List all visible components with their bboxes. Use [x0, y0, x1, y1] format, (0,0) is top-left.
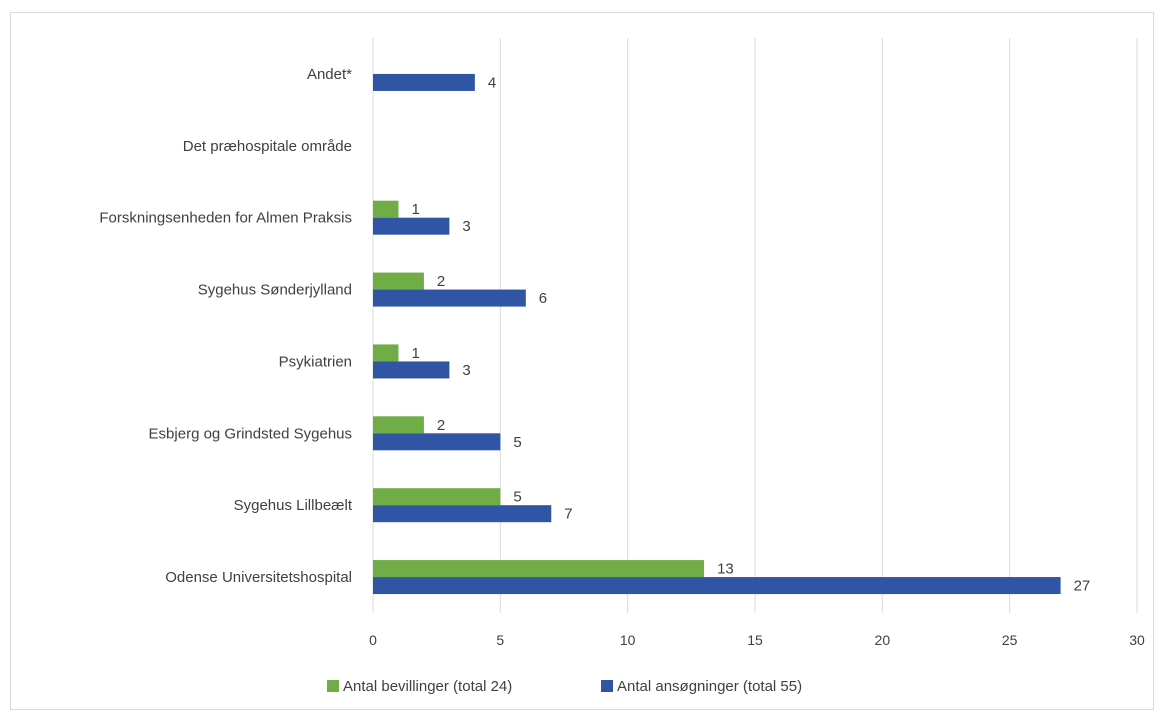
data-label-antal-bevillinger-total-24-odense-universitetshospital: 13	[717, 561, 734, 578]
x-tick-label-25: 25	[1002, 632, 1018, 648]
bar-antal-ans-gninger-total-55-psykiatrien	[373, 361, 450, 379]
bar-antal-bevillinger-total-24-sygehus-lillbe-lt	[373, 488, 501, 506]
category-label-sygehus-s-nderjylland: Sygehus Sønderjylland	[198, 282, 352, 299]
data-label-antal-ans-gninger-total-55-psykiatrien: 3	[462, 362, 470, 379]
bar-antal-ans-gninger-total-55-sygehus-s-nderjylland	[373, 289, 526, 307]
legend-swatch-antal-ans-gninger-total-55	[601, 680, 613, 692]
legend-swatch-antal-bevillinger-total-24	[327, 680, 339, 692]
data-label-antal-ans-gninger-total-55-forskningsenheden-for-almen-praksis: 3	[462, 218, 470, 235]
legend: Antal bevillinger (total 24) Antal ansøgn…	[327, 678, 802, 695]
data-label-antal-bevillinger-total-24-esbjerg-og-grindsted-sygehus: 2	[437, 417, 445, 434]
category-label-andet: Andet*	[307, 66, 352, 83]
x-tick-label-0: 0	[369, 632, 377, 648]
bar-antal-bevillinger-total-24-esbjerg-og-grindsted-sygehus	[373, 416, 424, 434]
bar-antal-ans-gninger-total-55-forskningsenheden-for-almen-praksis	[373, 217, 450, 235]
data-label-antal-ans-gninger-total-55-andet: 4	[488, 74, 496, 91]
category-label-sygehus-lillbe-lt: Sygehus Lillbeælt	[234, 497, 353, 514]
category-label-forskningsenheden-for-almen-praksis: Forskningsenheden for Almen Praksis	[99, 210, 352, 227]
x-tick-label-5: 5	[496, 632, 504, 648]
bar-antal-bevillinger-total-24-forskningsenheden-for-almen-praksis	[373, 200, 399, 218]
data-label-antal-ans-gninger-total-55-odense-universitetshospital: 27	[1074, 578, 1091, 595]
category-label-psykiatrien: Psykiatrien	[279, 353, 352, 370]
x-axis-tick-labels: 0 5 10 15 20 25 30	[369, 632, 1145, 648]
x-tick-label-10: 10	[620, 632, 636, 648]
data-label-antal-bevillinger-total-24-sygehus-s-nderjylland: 2	[437, 273, 445, 290]
category-label-det-pr-hospitale-omr-de: Det præhospitale område	[183, 138, 352, 155]
data-label-antal-bevillinger-total-24-forskningsenheden-for-almen-praksis: 1	[411, 201, 419, 218]
data-label-antal-ans-gninger-total-55-esbjerg-og-grindsted-sygehus: 5	[513, 434, 521, 451]
bar-antal-bevillinger-total-24-odense-universitetshospital	[373, 560, 705, 578]
data-label-antal-bevillinger-total-24-sygehus-lillbe-lt: 5	[513, 489, 521, 506]
legend-label-antal-ans-gninger-total-55: Antal ansøgninger (total 55)	[617, 678, 802, 695]
category-labels: Andet* Det præhospitale område Forskningse…	[99, 66, 352, 586]
data-label-antal-ans-gninger-total-55-sygehus-lillbe-lt: 7	[564, 506, 572, 523]
data-label-antal-ans-gninger-total-55-sygehus-s-nderjylland: 6	[539, 290, 547, 307]
bar-antal-ans-gninger-total-55-sygehus-lillbe-lt	[373, 505, 552, 523]
x-tick-label-15: 15	[747, 632, 763, 648]
bar-antal-bevillinger-total-24-psykiatrien	[373, 344, 399, 362]
bar-antal-ans-gninger-total-55-andet	[373, 73, 475, 91]
gridlines	[372, 38, 1138, 613]
bar-antal-bevillinger-total-24-sygehus-s-nderjylland	[373, 272, 424, 290]
bars	[373, 73, 1061, 595]
legend-label-antal-bevillinger-total-24: Antal bevillinger (total 24)	[343, 678, 512, 695]
category-label-odense-universitetshospital: Odense Universitetshospital	[165, 569, 352, 586]
x-tick-label-20: 20	[875, 632, 891, 648]
data-label-antal-bevillinger-total-24-psykiatrien: 1	[411, 345, 419, 362]
x-tick-label-30: 30	[1129, 632, 1145, 648]
bar-antal-ans-gninger-total-55-odense-universitetshospital	[373, 577, 1061, 595]
category-label-esbjerg-og-grindsted-sygehus: Esbjerg og Grindsted Sygehus	[149, 425, 352, 442]
bar-antal-ans-gninger-total-55-esbjerg-og-grindsted-sygehus	[373, 433, 501, 451]
